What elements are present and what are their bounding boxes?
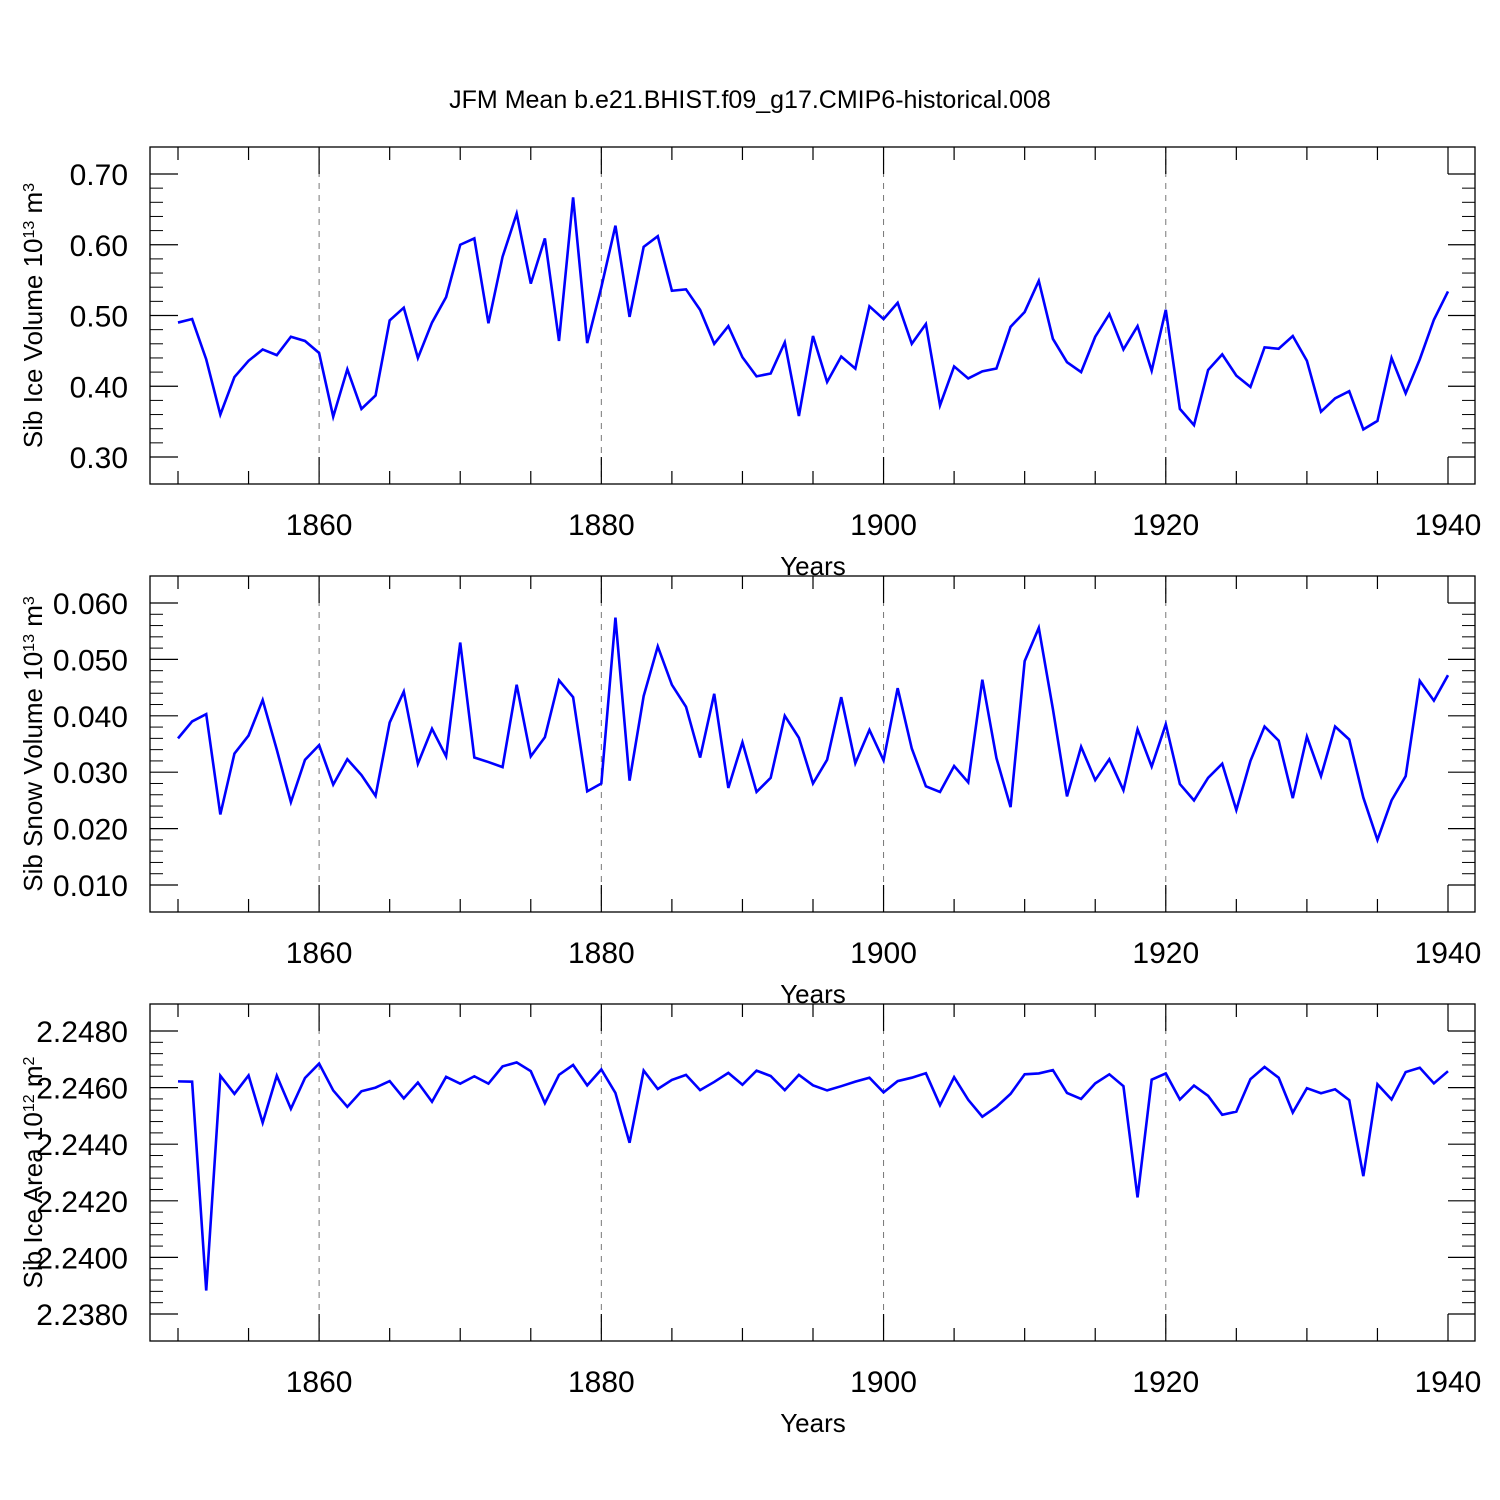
x-tick-label: 1900	[850, 1366, 917, 1399]
y-tick-label: 2.2460	[36, 1073, 128, 1106]
y-tick-label: 0.70	[70, 159, 128, 192]
x-tick-label: 1880	[568, 937, 635, 970]
x-tick-label: 1900	[850, 509, 917, 542]
y-tick-label: 0.050	[53, 644, 128, 677]
x-tick-label: 1880	[568, 509, 635, 542]
x-tick-label: 1860	[286, 509, 353, 542]
y-tick-label: 0.50	[70, 301, 128, 334]
y-tick-label: 0.020	[53, 814, 128, 847]
y-tick-label: 0.010	[53, 870, 128, 903]
y-tick-label: 2.2400	[36, 1242, 128, 1275]
y-tick-label: 2.2380	[36, 1299, 128, 1332]
y-axis-label: Sib Ice Volume 1013 m3	[18, 183, 48, 448]
x-axis-label: Years	[780, 1408, 846, 1438]
chart-title: JFM Mean b.e21.BHIST.f09_g17.CMIP6-histo…	[449, 86, 1051, 114]
y-tick-label: 0.040	[53, 701, 128, 734]
x-tick-label: 1880	[568, 1366, 635, 1399]
x-tick-label: 1860	[286, 937, 353, 970]
x-tick-label: 1940	[1415, 937, 1482, 970]
x-tick-label: 1860	[286, 1366, 353, 1399]
ice-volume-panel: 1860 1880 1900 1920 1940 0.30 0.40 0.50 0.60 0.70…	[18, 146, 1482, 581]
plot-frame	[149, 575, 1476, 913]
series-line	[177, 617, 1450, 844]
snow-volume-panel: 1860 1880 1900 1920 1940 0.010 0.020 0.030 0.040…	[18, 575, 1482, 1009]
y-tick-label: 0.60	[70, 230, 128, 263]
x-tick-label: 1920	[1132, 509, 1199, 542]
x-tick-label: 1940	[1415, 1366, 1482, 1399]
series-line	[177, 1061, 1449, 1291]
y-tick-label: 0.40	[70, 371, 128, 404]
x-tick-label: 1900	[850, 937, 917, 970]
y-tick-label: 0.030	[53, 757, 128, 790]
series-line	[177, 197, 1450, 432]
x-tick-label: 1920	[1132, 1366, 1199, 1399]
y-tick-label: 0.30	[70, 442, 128, 475]
x-tick-label: 1920	[1132, 937, 1199, 970]
y-tick-label: 2.2440	[36, 1129, 128, 1162]
ice-area-panel: 1860 1880 1900 1920 1940 2.2380 2.2400 2.2420 2.…	[18, 1003, 1482, 1438]
y-axis-label: Sib Ice Area 1012 m2	[18, 1056, 48, 1288]
y-axis-label: Sib Snow Volume 1013 m3	[18, 596, 48, 892]
y-tick-label: 2.2420	[36, 1186, 128, 1219]
x-tick-label: 1940	[1415, 509, 1482, 542]
y-tick-label: 0.060	[53, 588, 128, 621]
plot-frame	[149, 1003, 1476, 1342]
y-tick-label: 2.2480	[36, 1016, 128, 1049]
plot-frame	[149, 146, 1476, 485]
